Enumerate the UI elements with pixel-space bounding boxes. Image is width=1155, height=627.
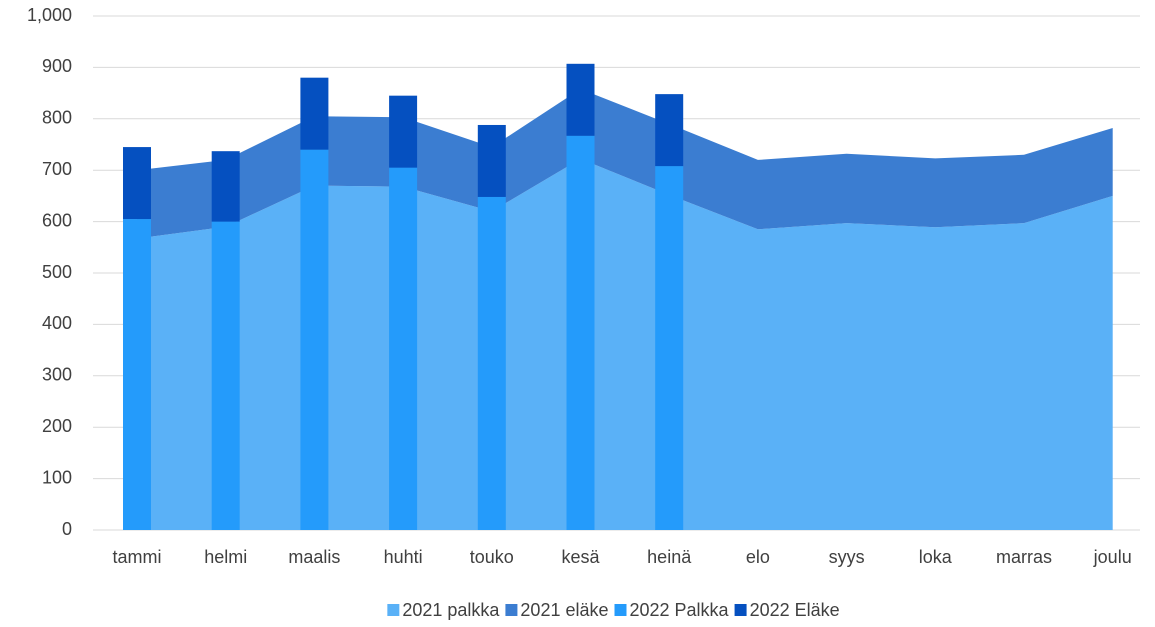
bar — [477, 124, 506, 197]
x-tick-label: syys — [829, 547, 865, 567]
legend-swatch — [505, 604, 518, 616]
bar — [655, 94, 684, 167]
bar — [566, 135, 595, 530]
bar — [655, 166, 684, 530]
area — [137, 158, 1113, 530]
legend-item: 2021 eläke — [505, 600, 609, 620]
x-tick-label: elo — [746, 547, 770, 567]
y-tick-label: 200 — [42, 416, 72, 436]
y-tick-label: 400 — [42, 313, 72, 333]
x-tick-label: huhti — [384, 547, 423, 567]
areas — [137, 88, 1113, 530]
y-tick-label: 500 — [42, 262, 72, 282]
legend-label: 2022 Palkka — [630, 600, 730, 620]
legend-item: 2022 Eläke — [734, 600, 840, 620]
bar — [211, 151, 240, 222]
legend-item: 2022 Palkka — [614, 600, 730, 620]
legend-swatch — [387, 604, 400, 616]
bar — [300, 77, 329, 150]
y-tick-label: 0 — [62, 519, 72, 539]
legend: 2021 palkka 2021 eläke 2022 Palkka 2022 Elä… — [387, 600, 840, 620]
y-tick-label: 700 — [42, 159, 72, 179]
labels: 0 100 200 300 400 500 600 700 800 900 1,000 tammi he… — [27, 5, 1132, 567]
x-tick-label: heinä — [647, 547, 692, 567]
y-tick-label: 900 — [42, 56, 72, 76]
x-tick-label: joulu — [1093, 547, 1132, 567]
x-tick-label: helmi — [204, 547, 247, 567]
x-tick-label: marras — [996, 547, 1052, 567]
bar — [211, 221, 240, 530]
legend-label: 2021 palkka — [402, 600, 500, 620]
area — [137, 88, 1113, 239]
legend-item: 2021 palkka — [387, 600, 500, 620]
bar — [123, 219, 151, 530]
bar — [300, 149, 329, 530]
legend-label: 2022 Eläke — [750, 600, 840, 620]
legend-swatch — [614, 604, 627, 616]
legend-label: 2021 eläke — [520, 600, 608, 620]
bar — [389, 167, 418, 530]
bars — [123, 63, 684, 531]
x-tick-label: maalis — [288, 547, 340, 567]
y-tick-label: 1,000 — [27, 5, 72, 25]
y-tick-label: 300 — [42, 365, 72, 385]
bar — [123, 147, 151, 220]
bar — [566, 63, 595, 136]
x-tick-label: tammi — [113, 547, 162, 567]
bar — [477, 196, 506, 531]
x-tick-label: touko — [470, 547, 514, 567]
x-tick-label: kesä — [561, 547, 600, 567]
x-tick-label: loka — [919, 547, 953, 567]
bar — [389, 95, 418, 168]
legend-swatch — [734, 604, 747, 616]
y-tick-label: 100 — [42, 467, 72, 487]
y-tick-label: 800 — [42, 108, 72, 128]
y-tick-label: 600 — [42, 210, 72, 230]
